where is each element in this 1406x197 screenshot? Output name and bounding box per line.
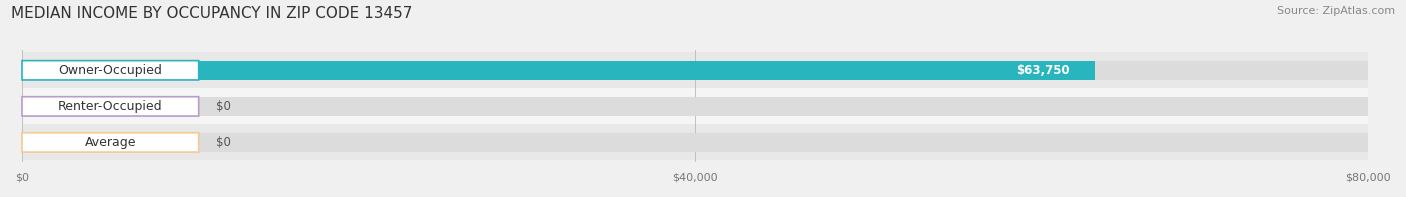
Text: Renter-Occupied: Renter-Occupied: [58, 100, 163, 113]
Bar: [22, 133, 1368, 152]
Text: Average: Average: [84, 136, 136, 149]
FancyBboxPatch shape: [22, 133, 198, 152]
Bar: [22, 61, 1368, 80]
Text: $63,750: $63,750: [1017, 64, 1070, 77]
Text: MEDIAN INCOME BY OCCUPANCY IN ZIP CODE 13457: MEDIAN INCOME BY OCCUPANCY IN ZIP CODE 1…: [11, 6, 412, 21]
Text: $0: $0: [215, 100, 231, 113]
Bar: [22, 88, 1368, 124]
Bar: [22, 52, 1368, 88]
FancyBboxPatch shape: [22, 61, 198, 80]
Text: Owner-Occupied: Owner-Occupied: [59, 64, 162, 77]
Text: Source: ZipAtlas.com: Source: ZipAtlas.com: [1277, 6, 1395, 16]
Text: $0: $0: [215, 136, 231, 149]
Bar: [22, 61, 1095, 80]
FancyBboxPatch shape: [22, 97, 198, 116]
Bar: [22, 124, 1368, 161]
Bar: [22, 97, 1368, 116]
